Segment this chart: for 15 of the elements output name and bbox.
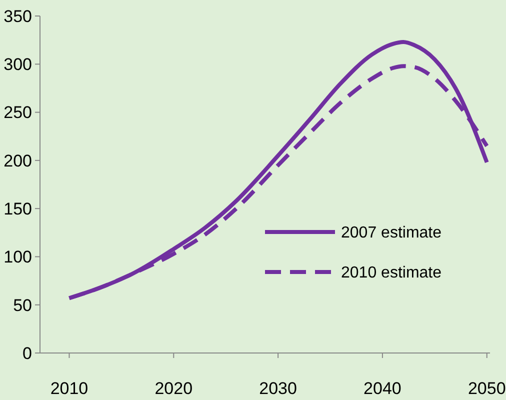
x-tick-label: 2050 <box>468 379 506 398</box>
y-tick-label: 250 <box>4 103 32 122</box>
y-tick-label: 150 <box>4 200 32 219</box>
y-tick-label: 50 <box>13 296 32 315</box>
x-tick-label: 2020 <box>154 379 193 398</box>
legend-label: 2007 estimate <box>341 224 442 242</box>
y-tick-label: 300 <box>4 55 32 74</box>
y-tick-label: 0 <box>22 344 32 363</box>
x-tick-label: 2010 <box>50 379 88 398</box>
legend-label: 2010 estimate <box>341 264 442 282</box>
y-tick-label: 100 <box>4 248 32 267</box>
x-tick-label: 2030 <box>259 379 297 398</box>
x-tick-label: 2040 <box>364 379 402 398</box>
y-tick-label: 350 <box>4 6 32 26</box>
y-tick-label: 200 <box>4 151 32 170</box>
